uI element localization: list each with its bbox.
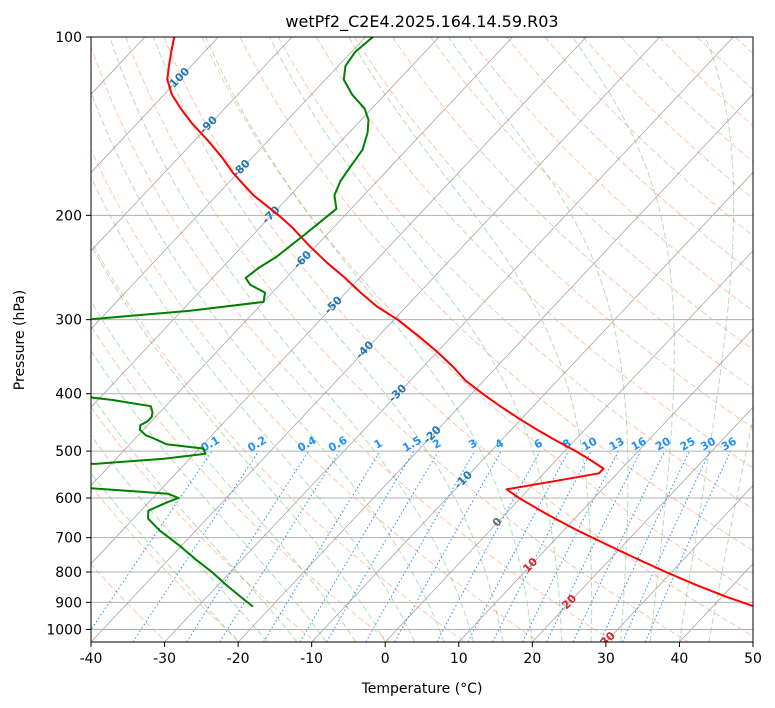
dry-adiabat [201,37,753,594]
skewed-isotherm [91,37,587,565]
moist-adiabat [91,300,357,642]
temperature-trace [166,37,753,608]
y-axis: 100 200 300 400 500 600 700 800 900 1000 [46,30,91,638]
moist-adiabat [205,37,533,642]
dry-adiabat [315,37,753,469]
skewed-isotherm [91,37,513,487]
skewed-isotherm [605,484,753,642]
sounding-traces [91,37,753,608]
skewed-isotherm [384,250,753,642]
dry-adiabat [468,37,753,312]
x-tick-label: -30 [153,651,176,667]
y-tick-label: 800 [55,565,82,581]
mixing-ratio-line [263,450,381,642]
moist-adiabat [572,37,675,642]
y-tick-label: 100 [55,30,82,46]
skewed-isotherm [91,37,660,642]
moist-adiabat [91,243,386,642]
dry-adiabat [277,37,753,510]
plot-frame [90,36,754,643]
moist-adiabat [708,416,753,642]
y-axis-label: Pressure (hPa) [12,290,28,390]
y-tick-label: 700 [55,531,82,547]
mixing-ratio-line [644,450,732,642]
dry-adiabat [91,406,316,642]
x-tick-label: 20 [523,651,541,667]
y-tick-label: 500 [55,444,82,460]
moist-adiabat [152,37,504,642]
moist-adiabat [91,176,416,642]
moist-adiabat [91,472,239,642]
dry-adiabat [125,37,689,642]
moist-adiabat [348,37,593,642]
moist-adiabat [91,394,298,642]
y-tick-label: 600 [55,491,82,507]
dry-adiabat [91,325,391,642]
y-tick-label: 300 [55,313,82,329]
skewed-isotherm [237,93,753,642]
mixing-ratio-line [622,450,711,642]
moist-adiabat [91,90,445,642]
dewpoint-trace [91,37,374,608]
mixing-ratio-line [522,450,619,642]
dry-adiabat [91,148,540,642]
skewed-isotherm [311,171,753,642]
x-axis-label: Temperature (°C) [361,681,483,697]
mixing-ratio-line [91,450,213,631]
moist-adiabat [109,37,474,642]
moist-adiabat [269,37,563,642]
skewed-isotherm [91,37,219,174]
moist-adiabat [447,37,629,642]
mixing-ratio-line [394,450,502,642]
x-tick-label: 0 [381,651,390,667]
dry-adiabat [91,239,465,642]
moist-adiabat [91,434,268,642]
x-tick-label: 30 [597,651,615,667]
dry-adiabat [91,485,242,642]
moist-adiabat [91,349,327,642]
skewed-isotherm [91,37,366,330]
dry-adiabat [239,37,753,552]
dry-adiabat [430,37,753,351]
x-tick-label: -20 [227,651,250,667]
mixing-ratio-line [436,450,541,642]
x-tick-label: 50 [744,651,762,667]
skewed-isotherm [91,37,293,252]
mixing-ratio-line [186,450,310,642]
x-tick-label: -40 [80,651,103,667]
moist-adiabat [678,37,735,642]
skewed-isotherm [91,37,440,408]
x-axis: -40 -30 -20 -10 0 10 20 30 40 50 [80,642,762,667]
skewed-isotherm [458,328,753,642]
background-lines [91,37,753,642]
mixing-ratio-line [132,450,260,642]
y-tick-label: 900 [55,595,82,611]
dry-adiabat [91,45,614,642]
dry-adiabat [91,563,167,642]
skewed-isotherm [532,406,753,642]
pressure-gridlines [91,37,753,630]
y-tick-label: 1000 [46,622,82,638]
x-tick-label: -10 [300,651,323,667]
y-tick-label: 200 [55,208,82,224]
y-tick-label: 400 [55,387,82,403]
x-tick-label: 10 [450,651,468,667]
chart-title: wetPf2_C2E4.2025.164.14.59.R03 [285,12,558,32]
mixing-ratio-line [546,450,642,642]
skewed-isotherm [164,37,734,642]
x-tick-label: 40 [671,651,689,667]
